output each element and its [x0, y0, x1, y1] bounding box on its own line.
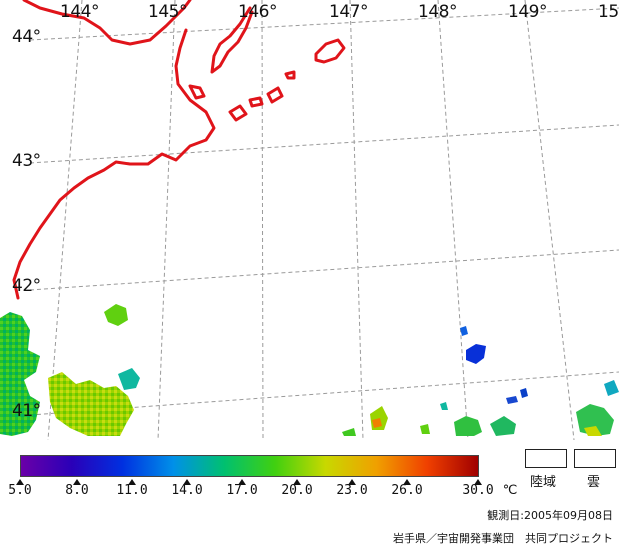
- sst-patch-west: [0, 312, 40, 436]
- coastline-hokkaido-south: [12, 28, 216, 300]
- coastline-habomai-3: [266, 86, 284, 104]
- lon-line-148: [437, 0, 469, 440]
- observation-date: 観測日:2005年09月08日: [487, 509, 613, 522]
- scale-label-26: 26.0: [391, 483, 423, 498]
- credit-line: 岩手県／宇宙開発事業団 共同プロジェクト: [393, 532, 613, 545]
- lon-line-149: [524, 0, 575, 440]
- sst-patch-southeast-2: [490, 416, 516, 436]
- lon-line-147: [349, 0, 364, 440]
- scale-label-8: 8.0: [65, 483, 89, 498]
- cloud-legend-label: 雲: [587, 475, 601, 490]
- coastline-shikotan: [284, 70, 296, 80]
- scale-label-11: 11.0: [116, 483, 148, 498]
- sst-patch-small-1: [104, 304, 128, 326]
- sst-data: [0, 304, 619, 436]
- sst-patch-southeast-1: [454, 416, 482, 436]
- coastline-habomai-1: [228, 104, 248, 122]
- scale-tick: [183, 479, 191, 485]
- land-legend-swatch: [525, 449, 567, 468]
- scale-label-5: 5.0: [8, 483, 32, 498]
- lat-line-44: [29, 7, 619, 41]
- lon-line-144: [47, 0, 83, 440]
- coastline-hokkaido-east: [22, 0, 192, 46]
- sst-patch-cyan: [118, 368, 140, 390]
- scale-tick: [238, 479, 246, 485]
- scale-tick: [73, 479, 81, 485]
- scale-tick: [403, 479, 411, 485]
- land-legend-label: 陸域: [530, 475, 557, 490]
- scale-tick: [128, 479, 136, 485]
- lat-line-43: [29, 124, 619, 164]
- sst-patch-lime: [420, 424, 430, 434]
- sst-patch-blue-4: [520, 388, 528, 398]
- coastline-shiretoko: [210, 6, 254, 74]
- sea-surface-temperature-map: [0, 0, 619, 440]
- longitude-label-149: 149°: [508, 2, 547, 22]
- scale-tick: [16, 479, 24, 485]
- sst-patch-east-3: [604, 380, 619, 396]
- sst-patch-east-2: [584, 426, 602, 436]
- sst-patch-blue-1: [466, 344, 486, 364]
- longitude-label-148: 148°: [418, 2, 457, 22]
- longitude-label-147: 147°: [329, 2, 368, 22]
- temperature-color-scale: [20, 455, 479, 477]
- coastline-habomai-2: [248, 96, 264, 108]
- latitude-label-44: 44°: [12, 27, 41, 47]
- longitude-label-150: 15: [598, 2, 619, 22]
- longitude-label-145: 145°: [148, 2, 187, 22]
- scale-label-23: 23.0: [336, 483, 368, 498]
- scale-label-14: 14.0: [171, 483, 203, 498]
- longitude-label-144: 144°: [60, 2, 99, 22]
- sst-patch-teal: [440, 402, 448, 410]
- scale-label-30: 30.0: [462, 483, 494, 498]
- scale-label-17: 17.0: [226, 483, 258, 498]
- lon-line-145: [157, 0, 176, 440]
- scale-tick: [293, 479, 301, 485]
- sst-patch-small-3: [342, 428, 356, 436]
- scale-tick: [348, 479, 356, 485]
- scale-label-20: 20.0: [281, 483, 313, 498]
- sst-patch-southwest: [48, 372, 134, 436]
- sst-patch-orange: [372, 418, 382, 428]
- latitude-label-43: 43°: [12, 151, 41, 171]
- longitude-label-146: 146°: [238, 2, 277, 22]
- scale-unit: ℃: [502, 483, 518, 498]
- lat-line-42: [29, 249, 619, 291]
- latitude-label-42: 42°: [12, 276, 41, 296]
- sst-patch-blue-2: [460, 326, 468, 336]
- coastline-kunashiri: [188, 84, 206, 100]
- scale-tick: [474, 479, 482, 485]
- cloud-legend-swatch: [574, 449, 616, 468]
- latitude-label-41: 41°: [12, 401, 41, 421]
- sst-patch-blue-3: [506, 396, 518, 404]
- coastline-etorofu: [314, 38, 346, 64]
- coastline: [12, 0, 346, 300]
- lon-line-146: [261, 0, 264, 440]
